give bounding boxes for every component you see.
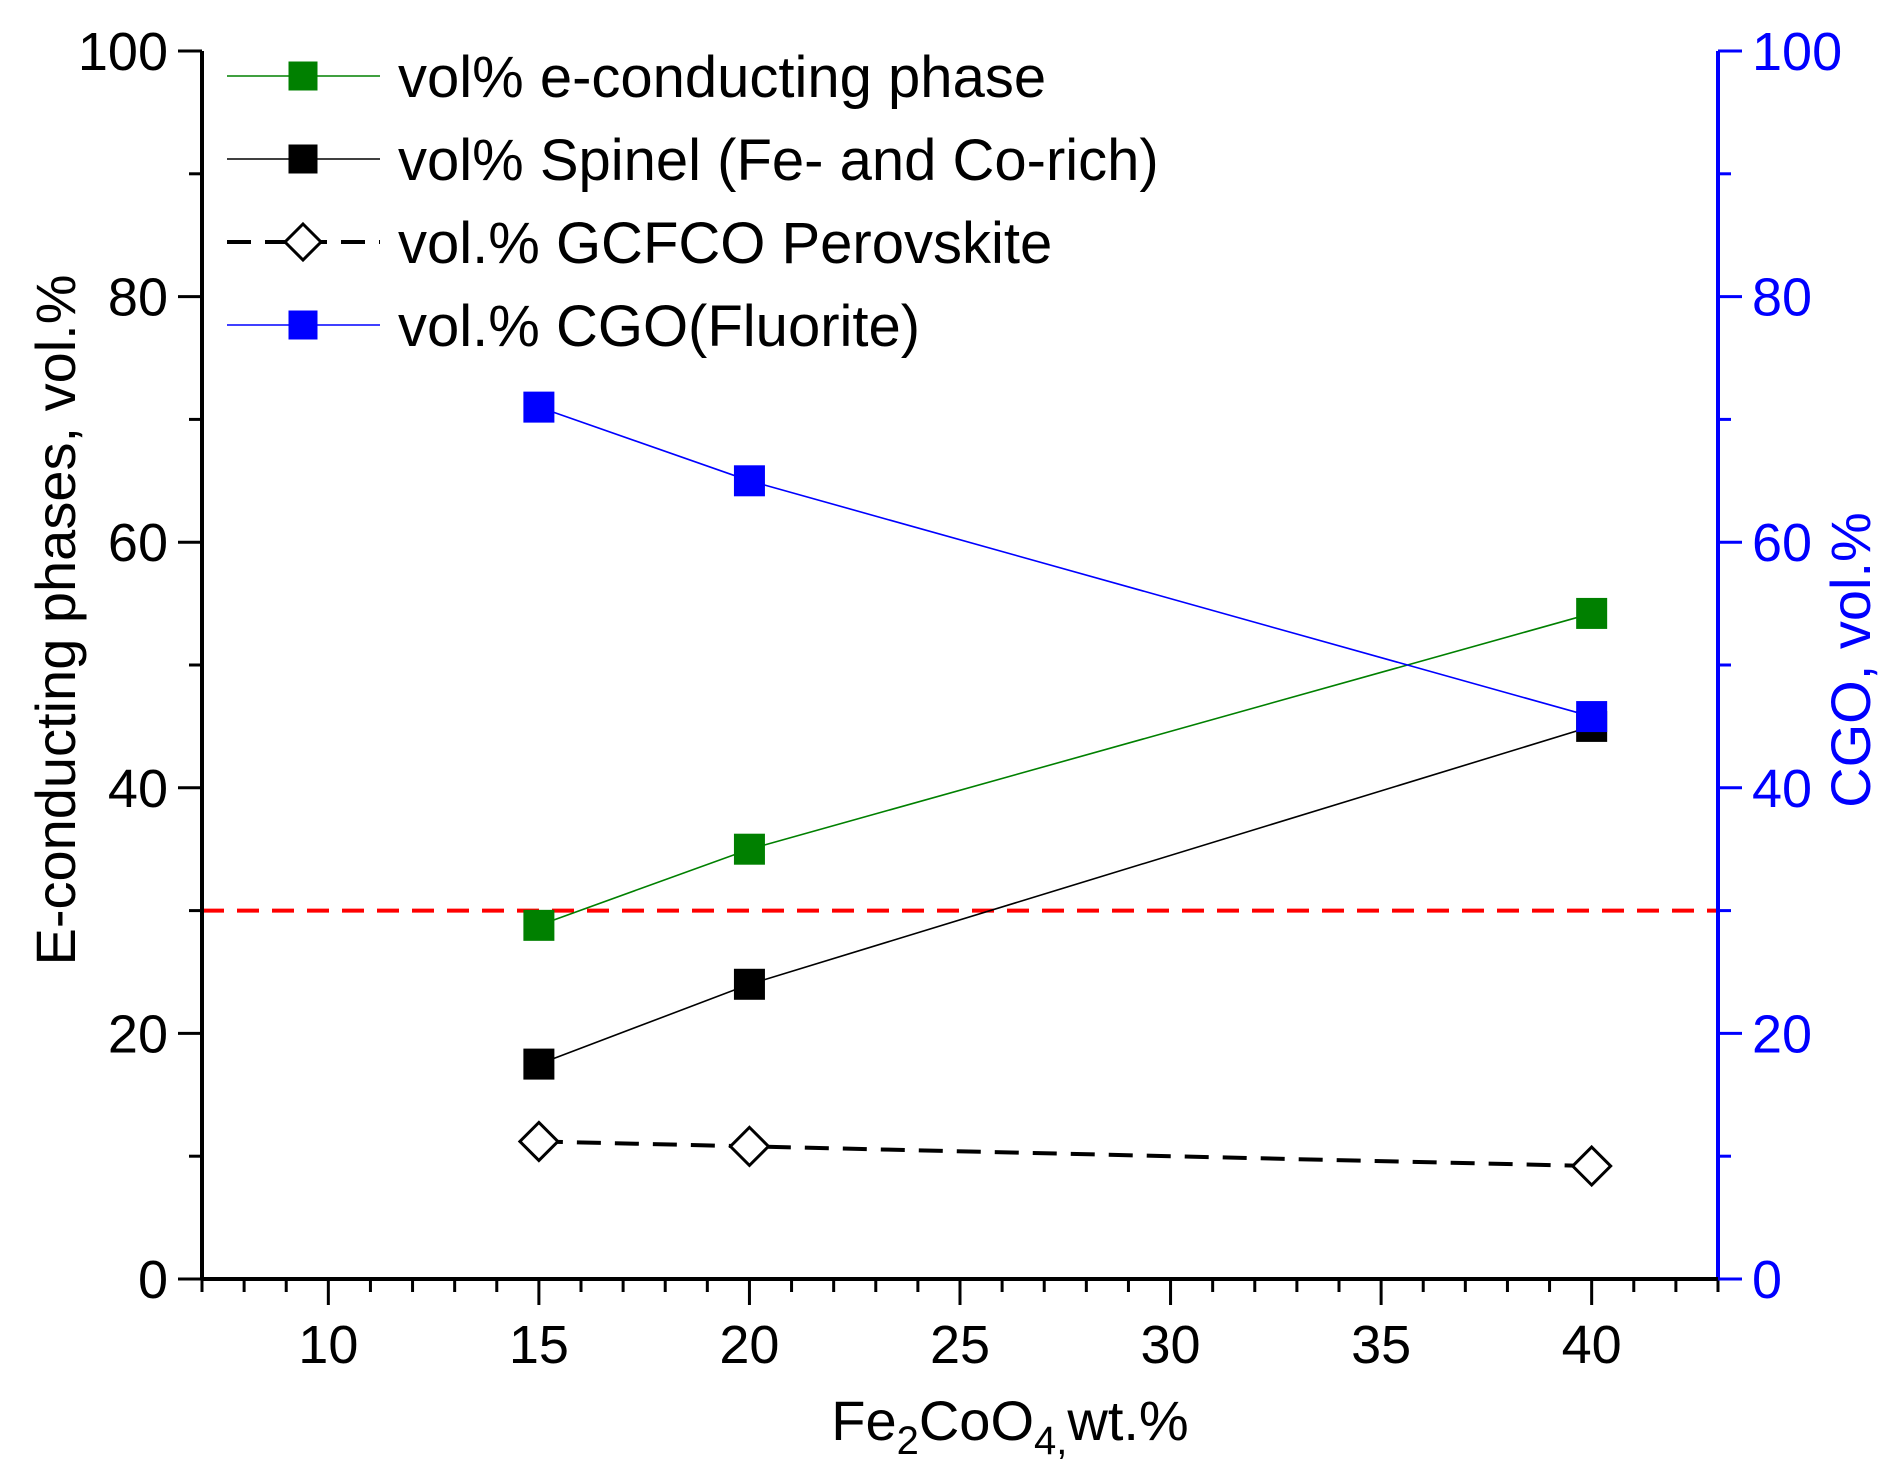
x-axis-label-part: CoO — [919, 1389, 1034, 1452]
data-point — [733, 968, 765, 1000]
legend: vol% e-conducting phase vol% Spinel (Fe- … — [227, 45, 1159, 359]
series-line — [538, 725, 1592, 1065]
x-axis-label-part: wt.% — [1066, 1389, 1188, 1452]
y-left-tick-label: 80 — [108, 268, 168, 328]
y-left-tick-label: 20 — [108, 1004, 168, 1064]
legend-marker — [288, 310, 318, 340]
data-point — [523, 909, 555, 941]
legend-item: vol% Spinel (Fe- and Co-rich) — [227, 128, 1159, 193]
x-tick-label: 30 — [1141, 1315, 1201, 1375]
legend-item: vol.% CGO(Fluorite) — [227, 294, 920, 359]
data-point — [523, 1048, 555, 1080]
legend-item: vol.% GCFCO Perovskite — [227, 211, 1052, 276]
y-right-tick-label: 40 — [1752, 759, 1812, 819]
series-0 — [523, 597, 1608, 941]
data-point — [1570, 1144, 1613, 1188]
data-point — [1576, 701, 1608, 733]
x-tick-label: 10 — [298, 1315, 358, 1375]
x-axis-label-sub: 2 — [897, 1419, 919, 1463]
data-point — [728, 1125, 771, 1168]
y-right-tick-label: 0 — [1752, 1250, 1782, 1310]
y-right-tick-label: 100 — [1752, 22, 1842, 82]
y-left-tick-label: 40 — [108, 759, 168, 819]
series-layer — [517, 391, 1613, 1188]
x-axis-label-part: Fe — [831, 1389, 896, 1452]
legend-label: vol.% GCFCO Perovskite — [398, 211, 1052, 276]
series-2 — [517, 1120, 1613, 1188]
data-point — [517, 1120, 561, 1163]
legend-marker — [288, 61, 318, 91]
legend-marker — [288, 144, 318, 174]
y-left-tick-label: 100 — [78, 22, 168, 82]
y-right-tick-label: 80 — [1752, 268, 1812, 328]
y-right-tick-label: 20 — [1752, 1004, 1812, 1064]
x-axis-label-sub: 4, — [1034, 1419, 1067, 1463]
x-axis-label: Fe2CoO4,wt.% — [831, 1389, 1188, 1463]
legend-marker — [282, 221, 324, 263]
series-line — [538, 406, 1592, 718]
legend-item: vol% e-conducting phase — [227, 45, 1046, 110]
series-line — [538, 1139, 1592, 1169]
series-line — [538, 612, 1592, 927]
x-tick-label: 40 — [1562, 1315, 1622, 1375]
data-point — [733, 465, 765, 497]
series-1 — [523, 710, 1608, 1080]
y-right-tick-label: 60 — [1752, 513, 1812, 573]
series-3 — [523, 391, 1608, 733]
legend-label: vol% e-conducting phase — [398, 45, 1046, 110]
data-point — [523, 391, 555, 423]
y-left-tick-label: 0 — [138, 1250, 168, 1310]
data-point — [733, 833, 765, 865]
y-right-axis-label: CGO, vol.% — [1819, 512, 1882, 808]
data-point — [1576, 597, 1608, 629]
x-tick-label: 15 — [509, 1315, 569, 1375]
y-left-tick-label: 60 — [108, 513, 168, 573]
legend-label: vol% Spinel (Fe- and Co-rich) — [398, 128, 1159, 193]
legend-label: vol.% CGO(Fluorite) — [398, 294, 920, 359]
axes: 10 15 20 25 30 35 40 0 20 40 60 80 100 0 20 40 60 80 100 — [78, 22, 1842, 1375]
x-tick-label: 25 — [930, 1315, 990, 1375]
x-tick-label: 20 — [719, 1315, 779, 1375]
x-tick-label: 35 — [1351, 1315, 1411, 1375]
y-left-axis-label: E-conducting phases, vol.% — [24, 274, 87, 965]
